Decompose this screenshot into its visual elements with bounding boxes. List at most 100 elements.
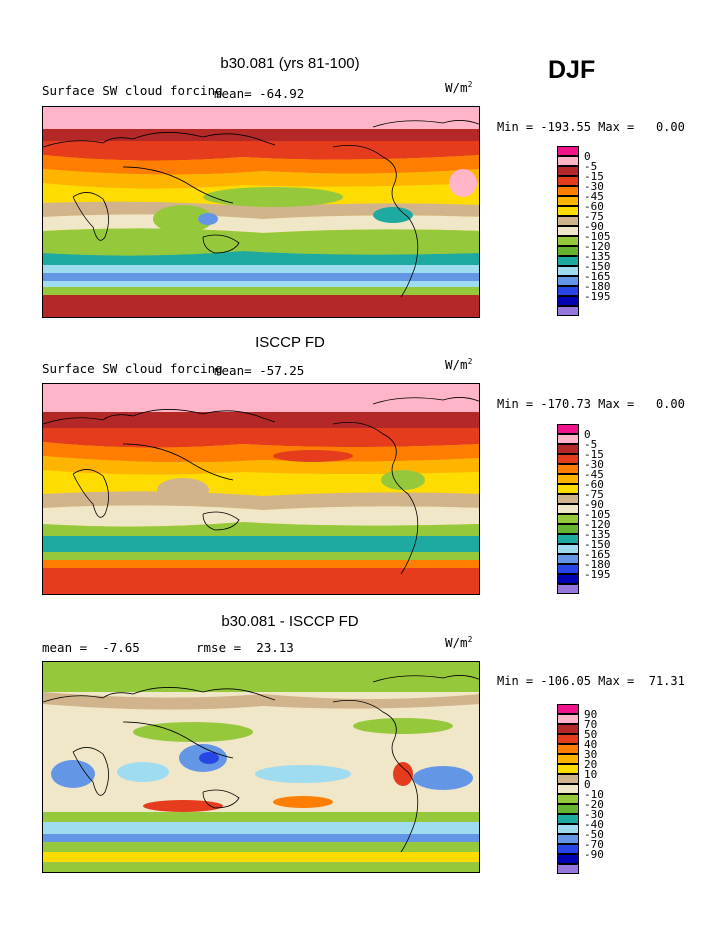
colorbar-swatch	[557, 734, 579, 744]
colorbar-tick: -30	[584, 180, 604, 193]
colorbar-swatch	[557, 474, 579, 484]
colorbar-swatch	[557, 464, 579, 474]
colorbar-swatch	[557, 256, 579, 266]
colorbar-swatch	[557, 544, 579, 554]
colorbar-swatch	[557, 196, 579, 206]
colorbar-tick: -10	[584, 788, 604, 801]
colorbar-swatch	[557, 754, 579, 764]
units-label: W/m2	[445, 80, 473, 96]
field-label: Surface SW cloud forcing	[42, 83, 223, 98]
colorbar-tick: 70	[584, 718, 598, 731]
colorbar-swatch	[557, 504, 579, 514]
colorbar-tick: -30	[584, 808, 604, 821]
colorbar-tick: 40	[584, 738, 598, 751]
colorbar-tick: 50	[584, 728, 598, 741]
colorbar-swatch	[557, 176, 579, 186]
colorbar-swatch	[557, 444, 579, 454]
colorbar-swatch	[557, 276, 579, 286]
colorbar-tick: -5	[584, 438, 598, 451]
colorbar-swatch	[557, 574, 579, 584]
mean-label: mean= -64.92	[214, 86, 305, 101]
colorbar-tick: -195	[584, 290, 611, 303]
colorbar-swatch	[557, 514, 579, 524]
colorbar-tick: 0	[584, 778, 591, 791]
colorbar-tick: -60	[584, 200, 604, 213]
colorbar-swatch	[557, 844, 579, 854]
colorbar-tick: -75	[584, 210, 604, 223]
colorbar-tick: -120	[584, 518, 611, 531]
colorbar-swatch	[557, 814, 579, 824]
map-model	[42, 106, 480, 318]
colorbar-swatch	[557, 424, 579, 434]
colorbar-swatch	[557, 186, 579, 196]
colorbar-swatch	[557, 854, 579, 864]
panel-title: ISCCP FD	[255, 334, 325, 351]
mean-label: mean = -7.65	[42, 640, 140, 655]
colorbar-swatch	[557, 584, 579, 594]
colorbar-tick: -180	[584, 280, 611, 293]
colorbar-tick: -90	[584, 848, 604, 861]
panel-observed: ISCCP FD Surface SW cloud forcing mean= …	[0, 0, 723, 595]
colorbar-tick: 90	[584, 708, 598, 721]
colorbar-tick: -150	[584, 260, 611, 273]
colorbar-swatch	[557, 246, 579, 256]
colorbar-swatch	[557, 156, 579, 166]
colorbar-swatch	[557, 226, 579, 236]
colorbar-tick: -90	[584, 498, 604, 511]
colorbar-tick: -135	[584, 250, 611, 263]
colorbar-swatch	[557, 724, 579, 734]
colorbar-swatch	[557, 824, 579, 834]
panel-title: b30.081 - ISCCP FD	[221, 613, 359, 630]
colorbar-tick: -105	[584, 508, 611, 521]
colorbar-tick: -15	[584, 170, 604, 183]
colorbar-tick: -195	[584, 568, 611, 581]
colorbar-swatch	[557, 166, 579, 176]
colorbar-swatch	[557, 704, 579, 714]
colorbar-swatch	[557, 306, 579, 316]
rmse-label: rmse = 23.13	[196, 640, 294, 655]
colorbar-swatch	[557, 236, 579, 246]
min-max-label: Min = -193.55 Max = 0.00	[497, 120, 685, 134]
colorbar-swatch	[557, 534, 579, 544]
units-label: W/m2	[445, 635, 473, 651]
colorbar-swatch	[557, 774, 579, 784]
mean-label: mean= -57.25	[214, 363, 305, 378]
colorbar-tick: -50	[584, 828, 604, 841]
colorbar-tick: -45	[584, 190, 604, 203]
colorbar-tick: -30	[584, 458, 604, 471]
units-label: W/m2	[445, 357, 473, 373]
colorbar-swatch	[557, 554, 579, 564]
colorbar-tick: 0	[584, 150, 591, 163]
colorbar-swatch	[557, 794, 579, 804]
panel-title: b30.081 (yrs 81-100)	[220, 55, 360, 72]
colorbar-swatch	[557, 216, 579, 226]
colorbar-tick: -180	[584, 558, 611, 571]
colorbar-swatch	[557, 484, 579, 494]
panel-model: b30.081 (yrs 81-100) Surface SW cloud fo…	[0, 0, 723, 318]
colorbar-swatch	[557, 834, 579, 844]
colorbar-swatch	[557, 714, 579, 724]
colorbar-tick: -150	[584, 538, 611, 551]
colorbar-swatch	[557, 434, 579, 444]
field-label: Surface SW cloud forcing	[42, 361, 223, 376]
colorbar-tick: 20	[584, 758, 598, 771]
colorbar-tick: -15	[584, 448, 604, 461]
colorbar-tick: -135	[584, 528, 611, 541]
season-label: DJF	[548, 56, 596, 84]
colorbar-tick: -60	[584, 478, 604, 491]
colorbar-swatch	[557, 864, 579, 874]
colorbar-tick: -45	[584, 468, 604, 481]
colorbar-tick: 10	[584, 768, 598, 781]
colorbar-swatch	[557, 206, 579, 216]
colorbar-tick: -5	[584, 160, 598, 173]
colorbar-swatch	[557, 744, 579, 754]
min-max-label: Min = -170.73 Max = 0.00	[497, 397, 685, 411]
colorbar-swatch	[557, 494, 579, 504]
colorbar-swatch	[557, 454, 579, 464]
panel-difference: b30.081 - ISCCP FD mean = -7.65 rmse = 2…	[0, 0, 723, 874]
colorbar-swatch	[557, 564, 579, 574]
colorbar-tick: -70	[584, 838, 604, 851]
colorbar-tick: -165	[584, 548, 611, 561]
colorbar-swatch	[557, 804, 579, 814]
map-observed	[42, 383, 480, 595]
